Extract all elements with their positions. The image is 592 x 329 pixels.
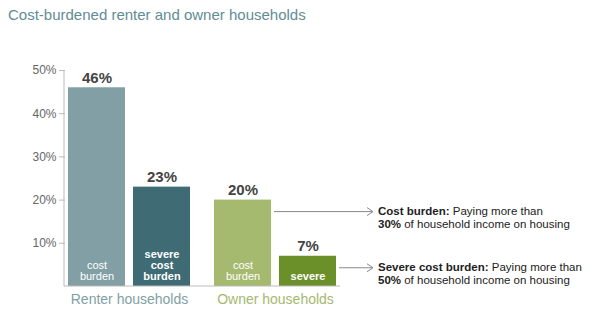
html-text:Severe cost burden: Paying mor: Severe cost burden: Paying more than: [378, 260, 582, 273]
svg-text:20%: 20%: [228, 181, 258, 198]
svg-text:severecostburden: severecostburden: [143, 248, 181, 282]
html-text:Cost-burdened renter and owner: Cost-burdened renter and owner household…: [8, 6, 306, 23]
svg-text:46%: 46%: [82, 69, 112, 86]
svg-text:Renter households: Renter households: [71, 291, 189, 307]
svg-text:50%: 50%: [32, 63, 56, 77]
svg-text:7%: 7%: [297, 237, 319, 254]
html-text:50% of household income on hou: 50% of household income on housing: [378, 273, 570, 286]
html-text:Cost burden: Paying more than: Cost burden: Paying more than: [378, 204, 543, 217]
svg-text:severe: severe: [291, 270, 326, 282]
svg-text:20%: 20%: [32, 193, 56, 207]
svg-text:Owner households: Owner households: [217, 291, 334, 307]
svg-text:23%: 23%: [147, 168, 177, 185]
svg-text:30%: 30%: [32, 150, 56, 164]
svg-text:10%: 10%: [32, 236, 56, 250]
html-text:30% of household income on hou: 30% of household income on housing: [378, 217, 570, 230]
svg-text:costburden: costburden: [226, 259, 260, 282]
svg-text:costburden: costburden: [80, 259, 114, 282]
svg-text:40%: 40%: [32, 107, 56, 121]
